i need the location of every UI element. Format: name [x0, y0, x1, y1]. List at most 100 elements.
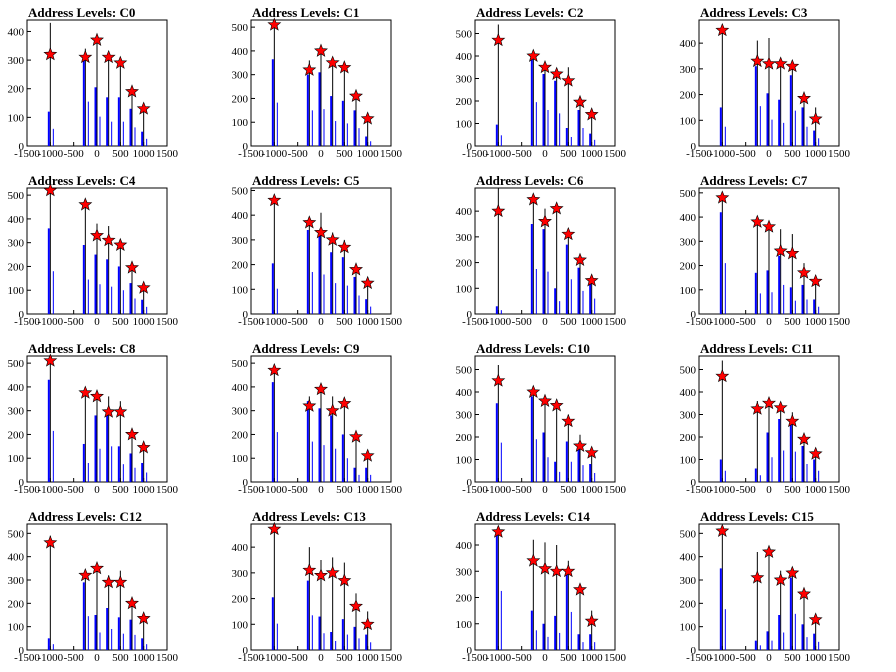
peak-marker — [101, 49, 116, 64]
peak-marker — [90, 32, 104, 46]
peak-marker — [113, 404, 128, 418]
panel-title: Address Levels: C15 — [700, 509, 814, 524]
y-tick-label: 0 — [691, 141, 697, 153]
x-tick-label: 500 — [336, 652, 353, 664]
x-tick-label: -1500 — [462, 148, 488, 160]
x-tick-label: 0 — [542, 484, 548, 496]
x-tick-label: 1500 — [828, 148, 851, 160]
peak-marker — [267, 17, 282, 31]
peak-marker — [78, 197, 93, 211]
peak-marker — [549, 201, 564, 215]
peak-marker — [538, 393, 552, 407]
peak-marker — [302, 398, 317, 412]
panel-title: Address Levels: C2 — [476, 5, 583, 20]
panel-c1: Address Levels: C10100200300400500-1500-… — [232, 5, 403, 160]
peak-marker — [349, 598, 363, 613]
x-tick-label: 500 — [112, 484, 129, 496]
y-tick-label: 500 — [232, 185, 249, 197]
peak-marker — [762, 56, 776, 70]
panel-c4: Address Levels: C40100200300400500-1500-… — [8, 173, 179, 328]
y-tick-label: 100 — [680, 115, 697, 127]
y-tick-label: 400 — [8, 214, 25, 226]
x-tick-label: -1500 — [686, 316, 712, 328]
peak-marker — [491, 524, 506, 538]
y-tick-label: 300 — [8, 575, 25, 587]
panel-title: Address Levels: C14 — [476, 509, 590, 524]
x-tick-label: -500 — [64, 148, 85, 160]
y-tick-label: 0 — [19, 309, 25, 321]
peak-marker — [314, 568, 328, 582]
x-tick-label: 1500 — [156, 484, 179, 496]
peak-marker — [337, 239, 352, 254]
peak-marker — [785, 58, 800, 73]
peak-marker — [715, 190, 730, 204]
x-tick-label: -1500 — [686, 148, 712, 160]
x-tick-label: -1500 — [14, 148, 40, 160]
peak-marker — [43, 535, 58, 549]
x-tick-label: 0 — [318, 148, 324, 160]
peak-marker — [797, 91, 811, 105]
x-tick-label: 1500 — [604, 652, 627, 664]
y-tick-label: 500 — [456, 365, 473, 377]
y-tick-label: 0 — [19, 141, 25, 153]
peak-marker — [573, 94, 587, 109]
y-tick-label: 0 — [19, 645, 25, 657]
peak-marker — [762, 219, 776, 233]
x-tick-label: -1000 — [485, 484, 511, 496]
peak-marker — [491, 203, 506, 218]
peak-marker — [136, 611, 151, 625]
peak-marker — [90, 228, 104, 242]
peak-marker — [125, 84, 139, 98]
x-tick-label: 1500 — [156, 148, 179, 160]
peak-marker — [360, 616, 375, 631]
peak-marker — [561, 563, 576, 578]
x-tick-label: 1500 — [604, 316, 627, 328]
panel-c10: Address Levels: C10 0 100 200 300 400 500 -1500… — [456, 341, 627, 496]
peak-marker — [43, 183, 58, 197]
x-tick-label: -1000 — [37, 652, 63, 664]
y-tick-label: 0 — [467, 141, 473, 153]
peak-marker — [750, 570, 765, 584]
panel-c3: Address Levels: C3 0 100 200 300 400 -1500-100… — [680, 5, 851, 160]
x-tick-label: -1000 — [485, 652, 511, 664]
x-tick-label: -1000 — [37, 148, 63, 160]
x-tick-label: 0 — [94, 316, 100, 328]
peak-marker — [325, 55, 340, 69]
y-tick-label: 300 — [456, 74, 473, 86]
y-tick-label: 400 — [456, 387, 473, 399]
panel-title: Address Levels: C3 — [700, 5, 808, 20]
panel-c12: Address Levels: C12 0 100 200 300 400 500 -1500… — [8, 509, 179, 664]
peak-marker — [101, 232, 116, 247]
peak-marker — [808, 111, 823, 125]
panel-title: Address Levels: C0 — [28, 5, 135, 20]
x-tick-label: 1500 — [828, 652, 851, 664]
x-tick-label: 500 — [560, 484, 577, 496]
peak-marker — [337, 573, 352, 587]
peak-marker — [750, 53, 765, 68]
y-tick-label: 0 — [691, 477, 697, 489]
peak-marker — [773, 400, 788, 414]
x-tick-label: 500 — [336, 316, 353, 328]
peak-marker — [773, 56, 788, 70]
x-tick-label: 500 — [336, 148, 353, 160]
x-tick-label: 500 — [784, 148, 801, 160]
peak-marker — [337, 396, 352, 410]
peak-marker — [113, 237, 128, 251]
y-tick-label: 0 — [467, 309, 473, 321]
x-tick-label: -1000 — [709, 484, 735, 496]
x-tick-label: -500 — [288, 316, 309, 328]
peak-marker — [797, 265, 811, 279]
panel-c13: Address Levels: C13 0 100 200 300 400 -1500-10… — [232, 509, 403, 664]
x-tick-label: -1500 — [14, 652, 40, 664]
panel-c9: Address Levels: C90100200300400500-1500-… — [232, 341, 403, 496]
x-tick-label: -1000 — [485, 316, 511, 328]
peak-marker — [561, 73, 576, 87]
panel-c14: Address Levels: C14 0 100 200 300 400 -1500-10… — [456, 509, 627, 664]
x-tick-label: -1000 — [37, 484, 63, 496]
y-tick-label: 200 — [232, 429, 249, 441]
y-tick-label: 100 — [680, 622, 697, 634]
peak-marker — [584, 613, 599, 628]
x-tick-label: -1000 — [261, 652, 287, 664]
x-tick-label: 1000 — [581, 652, 604, 664]
x-tick-label: 500 — [784, 316, 801, 328]
